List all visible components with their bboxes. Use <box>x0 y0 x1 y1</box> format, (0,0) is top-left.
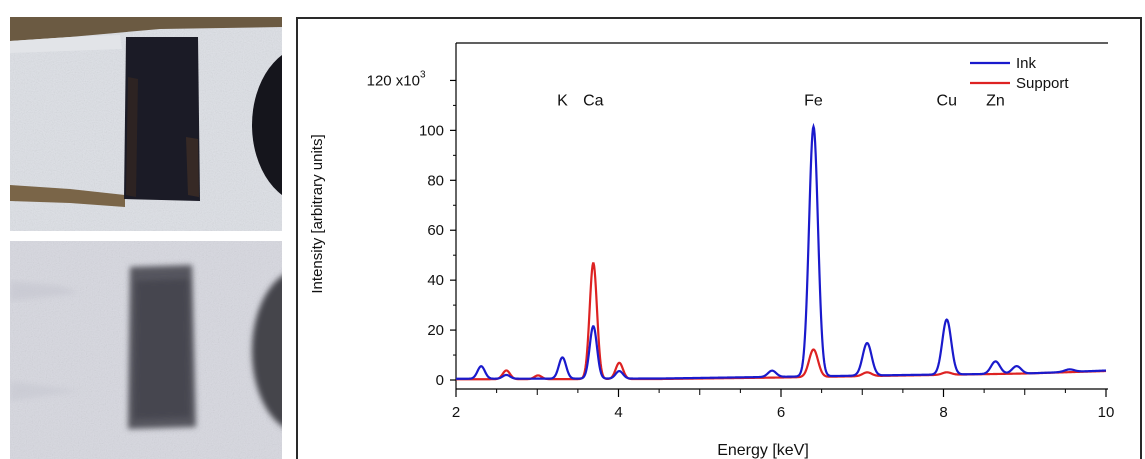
ink-photo-infrared <box>10 241 282 459</box>
ink-photo-visible <box>10 17 282 231</box>
x-tick-label: 8 <box>939 404 947 421</box>
element-label: K <box>557 92 568 109</box>
y-tick-label: 100 <box>419 122 444 139</box>
y-tick-label: 60 <box>427 222 444 239</box>
chart-legend: Ink Support <box>970 55 1069 92</box>
legend-label: Ink <box>1016 55 1037 72</box>
x-axis-label: Energy [keV] <box>717 442 809 459</box>
ink-photo-infrared-image <box>10 241 282 459</box>
series-line-support <box>456 263 1106 379</box>
xrf-spectrum-chart: 0 20 40 60 80 100 120 x10 3 2 4 6 8 10 K Ca Fe Cu Zn In… <box>298 19 1140 459</box>
y-axis-label: Intensity [arbitrary units] <box>309 134 326 293</box>
y-tick-label: 40 <box>427 272 444 289</box>
y-tick-label: 80 <box>427 172 444 189</box>
x-axis-ticks: 2 4 6 8 10 <box>452 389 1115 421</box>
series-line-ink <box>456 127 1106 379</box>
x-tick-label: 10 <box>1098 404 1115 421</box>
x-tick-label: 4 <box>614 404 622 421</box>
y-tick-label: 0 <box>436 372 444 389</box>
x-tick-label: 2 <box>452 404 460 421</box>
element-label: Zn <box>986 92 1005 109</box>
chart-axes <box>456 43 1108 389</box>
y-tick-label: 120 x10 <box>367 72 420 89</box>
x-tick-label: 6 <box>777 404 785 421</box>
legend-label: Support <box>1016 75 1069 92</box>
y-axis-ticks: 0 20 40 60 80 100 120 x10 3 <box>367 69 456 389</box>
element-labels: K Ca Fe Cu Zn <box>557 92 1005 109</box>
plot-series <box>456 127 1106 380</box>
ink-photo-visible-image <box>10 17 282 231</box>
y-tick-label: 20 <box>427 322 444 339</box>
element-label: Cu <box>937 92 957 109</box>
element-label: Ca <box>583 92 604 109</box>
element-label: Fe <box>804 92 823 109</box>
y-exponent-label: 3 <box>420 69 426 80</box>
